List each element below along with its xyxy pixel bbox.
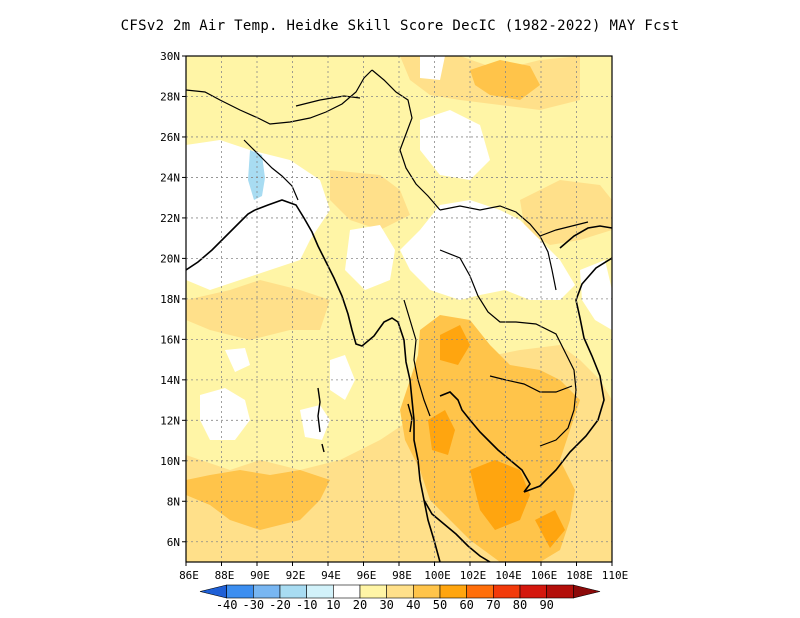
lon-tick-label: 106E <box>531 569 558 582</box>
lon-tick-label: 94E <box>321 569 341 582</box>
colorbar-swatch <box>546 584 574 599</box>
colorbar-label: -40 <box>216 598 238 612</box>
border-china-vietnam <box>539 221 589 237</box>
coastline-gulf-thailand <box>439 391 531 493</box>
border-bangladesh <box>243 139 299 201</box>
colorbar-swatch <box>306 584 334 599</box>
coastline-bay <box>254 199 491 562</box>
lat-tick-label: 10N <box>160 455 180 468</box>
lon-tick-label: 104E <box>495 569 522 582</box>
lat-tick-label: 26N <box>160 131 180 144</box>
field-band-neutral <box>200 388 250 440</box>
colorbar-swatch <box>519 584 547 599</box>
field-band-50-60 <box>535 510 565 548</box>
lon-tick-label: 88E <box>215 569 235 582</box>
colorbar-swatch <box>226 584 254 599</box>
colorbar-label: -30 <box>242 598 264 612</box>
lon-tick-label: 98E <box>392 569 412 582</box>
colorbar: -40 -30 -20 -10 10 20 30 40 50 60 70 80 90 <box>199 584 601 612</box>
lat-tick-label: 20N <box>160 252 180 265</box>
colorbar-swatch <box>439 584 467 599</box>
latitude-axis: 6N 8N 10N 12N 14N 16N 18N 20N 22N 24N 26N 28N 30N <box>160 50 186 549</box>
lat-tick-label: 6N <box>167 536 180 549</box>
colorbar-swatch <box>199 584 227 599</box>
lon-tick-label: 102E <box>460 569 487 582</box>
colorbar-label: -10 <box>296 598 318 612</box>
lon-tick-label: 108E <box>566 569 593 582</box>
map-grid <box>186 56 612 562</box>
border-thai-cambodia <box>489 375 573 393</box>
lon-tick-label: 86E <box>179 569 199 582</box>
lon-tick-label: 110E <box>602 569 629 582</box>
field-band-neutral <box>400 200 575 300</box>
map-title: CFSv2 2m Air Temp. Heidke Skill Score De… <box>120 18 680 34</box>
field-band-neutral <box>300 405 330 440</box>
colorbar-label: 90 <box>539 598 553 612</box>
border-thai-laos <box>439 249 567 355</box>
colorbar-swatch <box>279 584 307 599</box>
border-cambodia-vietnam <box>539 353 577 447</box>
colorbar-label: 60 <box>459 598 473 612</box>
colorbar-swatch <box>359 584 387 599</box>
colorbar-label: 20 <box>353 598 367 612</box>
islands <box>317 387 413 453</box>
coastline-indochina-east <box>523 257 612 493</box>
lat-tick-label: 8N <box>167 495 180 508</box>
colorbar-swatch <box>386 584 414 599</box>
lat-tick-label: 30N <box>160 50 180 63</box>
field-band-neutral <box>420 110 490 180</box>
longitude-axis: 86E 88E 90E 92E 94E 96E 98E 100E 102E 104E 106E 108… <box>179 562 628 582</box>
colorbar-label: 40 <box>406 598 420 612</box>
field-band-50-60 <box>470 460 530 530</box>
colorbar-label: -20 <box>269 598 291 612</box>
coastlines <box>186 199 612 562</box>
country-borders <box>186 69 589 447</box>
field-band-neutral <box>345 225 395 290</box>
lon-tick-label: 90E <box>250 569 270 582</box>
field-band-neutral <box>225 348 250 372</box>
lon-tick-label: 100E <box>424 569 451 582</box>
lat-tick-label: 22N <box>160 212 180 225</box>
field-band-30-40 <box>520 180 612 245</box>
colorbar-swatch <box>413 584 441 599</box>
lat-tick-label: 28N <box>160 90 180 103</box>
colorbar-swatch <box>466 584 494 599</box>
border-bhutan <box>295 95 361 107</box>
field-band-negative <box>248 150 265 200</box>
coastline-malay <box>423 499 441 562</box>
field-band-30-40 <box>186 280 330 340</box>
field-band-50-60 <box>440 325 470 365</box>
colorbar-label: 10 <box>326 598 340 612</box>
colorbar-swatch <box>253 584 281 599</box>
colorbar-label: 80 <box>513 598 527 612</box>
colorbar-swatch <box>573 584 601 599</box>
coastline-tonkin <box>559 225 612 249</box>
field-band-40-50 <box>400 315 580 562</box>
field-band-40-50 <box>186 470 330 530</box>
lat-tick-label: 18N <box>160 293 180 306</box>
border-india-north <box>186 69 373 125</box>
field-band-neutral <box>420 56 445 80</box>
lat-tick-label: 14N <box>160 374 180 387</box>
lat-tick-label: 12N <box>160 414 180 427</box>
colorbar-swatch <box>493 584 521 599</box>
island-mergui <box>407 403 413 433</box>
lat-tick-label: 24N <box>160 171 180 184</box>
border-myanmar-thai <box>403 299 431 417</box>
colorbar-label: 70 <box>486 598 500 612</box>
field-band-40-50 <box>470 60 540 100</box>
colorbar-swatch <box>333 584 361 599</box>
field-band-neutral <box>330 355 355 400</box>
island-nicobar <box>321 443 325 453</box>
colorbar-label: 50 <box>433 598 447 612</box>
lon-tick-label: 92E <box>286 569 306 582</box>
coastline-india <box>186 209 256 271</box>
lat-tick-label: 16N <box>160 333 180 346</box>
island-andaman <box>317 387 321 433</box>
colorbar-label: 30 <box>379 598 393 612</box>
field-band-30-40 <box>330 170 410 230</box>
border-myanmar-north <box>371 69 441 211</box>
lon-tick-label: 96E <box>357 569 377 582</box>
